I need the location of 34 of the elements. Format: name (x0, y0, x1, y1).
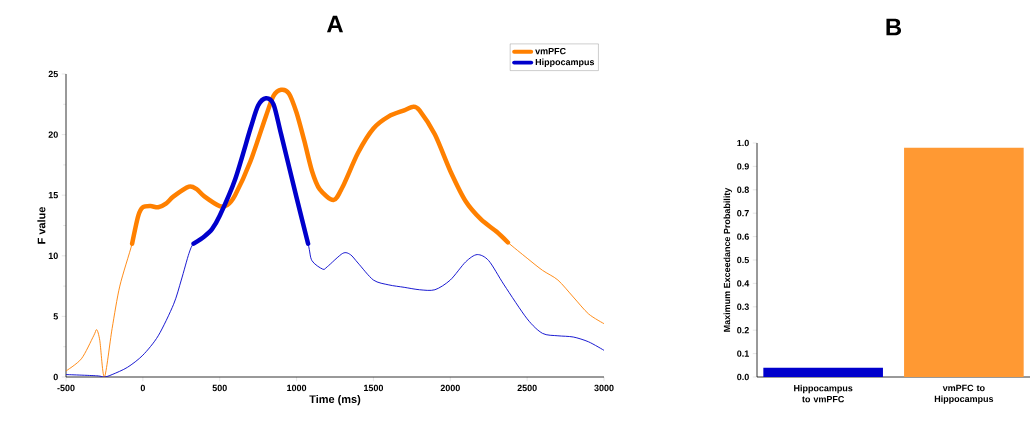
x-tick-label: Hippocampus to vmPFC (794, 384, 853, 403)
x-tick-label: 3000 (594, 384, 614, 392)
y-tick-label: 0.7 (737, 210, 749, 217)
y-tick-label: 0.1 (737, 350, 749, 357)
y-tick-label: 0.8 (737, 186, 749, 193)
y-tick-label: 25 (48, 70, 58, 78)
y-tick-label: 10 (48, 252, 58, 259)
y-tick-label: 0 (53, 373, 58, 381)
x-axis-title: Time (ms) (309, 394, 361, 406)
x-tick-label: 0 (140, 384, 145, 392)
x-tick-label: -500 (57, 384, 75, 392)
legend-label: Hippocampus (535, 58, 595, 67)
y-tick-label: 5 (53, 313, 58, 320)
legend-label: vmPFC (535, 47, 566, 55)
y-tick-label: 20 (48, 131, 58, 138)
y-axis-title: Maximum Exceedance Probability (723, 187, 732, 332)
y-tick-label: 0.9 (737, 163, 749, 170)
y-tick-label: 0.5 (737, 256, 749, 264)
chart-title: A (326, 15, 344, 33)
y-tick-label: 0.6 (737, 233, 749, 240)
x-tick-label: 1500 (364, 384, 384, 392)
x-tick-label: 2500 (517, 384, 537, 392)
x-tick-label: 1000 (287, 384, 307, 392)
y-tick-label: 1.0 (737, 139, 749, 147)
x-tick-label: vmPFC to Hippocampus (934, 384, 994, 404)
x-tick-label: 2000 (440, 384, 460, 392)
y-tick-label: 0.4 (737, 280, 750, 287)
y-tick-label: 0.0 (737, 373, 749, 381)
x-tick-label: 500 (212, 384, 227, 392)
y-tick-label: 0.3 (737, 303, 749, 310)
y-tick-label: 15 (48, 192, 58, 199)
y-axis-title: F value (37, 207, 46, 244)
y-tick-label: 0.2 (737, 327, 749, 334)
chart-title: B (886, 18, 902, 36)
